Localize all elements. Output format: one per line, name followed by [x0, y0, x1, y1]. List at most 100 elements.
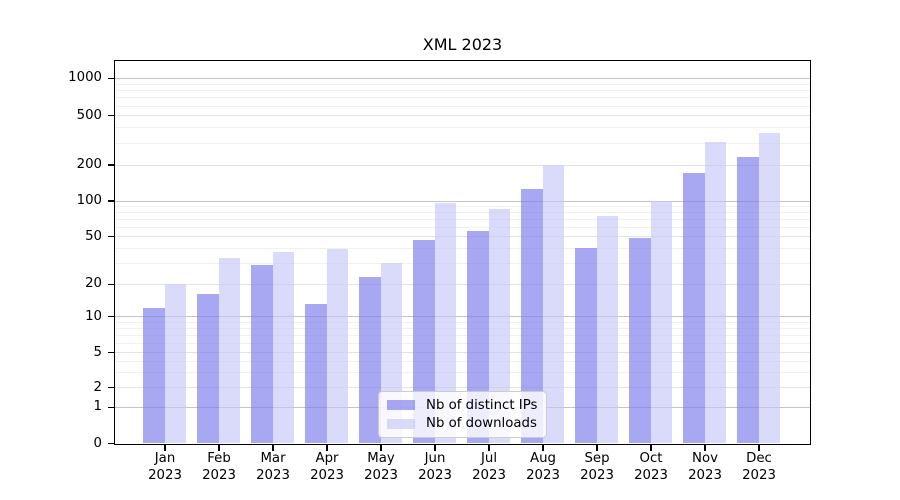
- y-tick-mark: [108, 406, 114, 408]
- gridline-8: [115, 327, 810, 329]
- bar-downloads-Sep: [596, 216, 619, 444]
- x-tick-year: 2023: [526, 467, 560, 483]
- x-tick-month: Jul: [480, 451, 498, 466]
- y-tick-mark: [108, 115, 114, 117]
- gridline-3: [115, 371, 810, 373]
- x-tick-label-Feb: Feb 2023: [189, 451, 249, 484]
- gridline-500: [115, 115, 810, 117]
- gridline-10: [115, 316, 810, 318]
- x-tick-month: Nov: [692, 451, 718, 466]
- x-tick-month: Jun: [424, 451, 446, 466]
- bar-ips-Sep: [575, 247, 597, 444]
- x-tick-mark: [380, 445, 382, 451]
- x-tick-label-May: May 2023: [351, 451, 411, 484]
- x-tick-label-Nov: Nov 2023: [675, 451, 735, 484]
- bar-ips-May: [359, 276, 381, 444]
- x-tick-label-Aug: Aug 2023: [513, 451, 573, 484]
- x-tick-month: Mar: [260, 451, 286, 466]
- gridline-1000: [115, 77, 810, 80]
- bar-ips-Apr: [305, 304, 327, 444]
- bar-downloads-Nov: [704, 141, 727, 444]
- x-tick-year: 2023: [742, 467, 776, 483]
- x-tick-mark: [488, 445, 490, 451]
- x-tick-mark: [650, 445, 652, 451]
- bar-ips-Jan: [143, 307, 165, 444]
- y-tick-mark: [108, 352, 114, 354]
- y-tick-mark: [108, 316, 114, 318]
- gridline-80: [115, 212, 810, 214]
- x-tick-year: 2023: [364, 467, 398, 483]
- gridline-600: [115, 105, 810, 107]
- y-tick-label-50: 50: [85, 228, 102, 244]
- bar-downloads-Apr: [326, 249, 349, 444]
- bar-ips-Nov: [683, 173, 705, 444]
- y-tick-mark: [108, 283, 114, 285]
- gridline-70: [115, 219, 810, 220]
- x-tick-year: 2023: [310, 467, 344, 483]
- x-tick-mark: [542, 445, 544, 451]
- gridline-4: [115, 360, 810, 362]
- bar-downloads-Feb: [218, 257, 241, 444]
- legend-swatch-downloads-icon: [387, 418, 415, 429]
- gridline-300: [115, 142, 810, 144]
- y-tick-mark: [108, 387, 114, 389]
- gridline-100: [115, 200, 810, 202]
- bar-downloads-Oct: [650, 200, 673, 444]
- x-tick-label-Sep: Sep 2023: [567, 451, 627, 484]
- y-tick-mark: [108, 164, 114, 166]
- y-tick-label-200: 200: [76, 157, 102, 172]
- y-tick-mark: [108, 443, 114, 445]
- gridline-200: [115, 164, 810, 166]
- gridline-30: [115, 262, 810, 264]
- gridline-2: [115, 387, 810, 389]
- bar-downloads-Mar: [272, 251, 295, 444]
- x-tick-label-Jun: Jun 2023: [405, 451, 465, 484]
- chart-title: XML 2023: [422, 35, 503, 54]
- x-tick-year: 2023: [418, 467, 452, 483]
- y-tick-label-100: 100: [76, 193, 102, 208]
- x-tick-month: Sep: [584, 451, 610, 466]
- legend-label-distinct-ips: Nb of distinct IPs: [426, 397, 538, 413]
- bar-downloads-Dec: [758, 133, 781, 444]
- gridline-6: [115, 342, 810, 344]
- x-tick-label-Jan: Jan 2023: [135, 451, 195, 484]
- x-tick-mark: [434, 445, 436, 451]
- x-tick-month: Apr: [315, 451, 339, 466]
- bar-ips-Aug: [521, 189, 543, 444]
- y-tick-mark: [108, 77, 114, 79]
- gridline-700: [115, 97, 810, 99]
- gridline-50: [115, 236, 810, 238]
- plot-area: [114, 60, 811, 445]
- x-tick-label-Dec: Dec 2023: [729, 451, 789, 484]
- y-tick-label-10: 10: [85, 308, 102, 324]
- x-tick-month: Feb: [207, 451, 231, 466]
- x-tick-label-Apr: Apr 2023: [297, 451, 357, 484]
- gridline-800: [115, 89, 810, 91]
- y-tick-label-2: 2: [93, 379, 102, 395]
- x-tick-month: Aug: [530, 451, 556, 466]
- gridline-90: [115, 206, 810, 207]
- bar-downloads-Jul: [488, 209, 511, 444]
- legend-item-distinct-ips: Nb of distinct IPs: [387, 397, 538, 414]
- gridline-60: [115, 226, 810, 228]
- y-tick-label-20: 20: [85, 276, 102, 292]
- gridline-5: [115, 352, 810, 354]
- x-tick-month: Jan: [154, 451, 176, 466]
- gridline-20: [115, 283, 810, 285]
- y-tick-label-5: 5: [93, 344, 102, 360]
- gridline-7: [115, 334, 810, 336]
- x-tick-month: Oct: [639, 451, 663, 466]
- x-tick-mark: [326, 445, 328, 451]
- gridline-9: [115, 321, 810, 323]
- bar-ips-Feb: [197, 294, 219, 444]
- y-tick-mark: [108, 236, 114, 238]
- x-tick-mark: [704, 445, 706, 451]
- x-tick-mark: [164, 445, 166, 451]
- legend-label-downloads: Nb of downloads: [426, 416, 537, 432]
- x-tick-mark: [758, 445, 760, 451]
- x-tick-label-Jul: Jul 2023: [459, 451, 519, 484]
- legend-item-downloads: Nb of downloads: [387, 415, 538, 432]
- bar-ips-Jul: [467, 230, 489, 444]
- x-tick-mark: [272, 445, 274, 451]
